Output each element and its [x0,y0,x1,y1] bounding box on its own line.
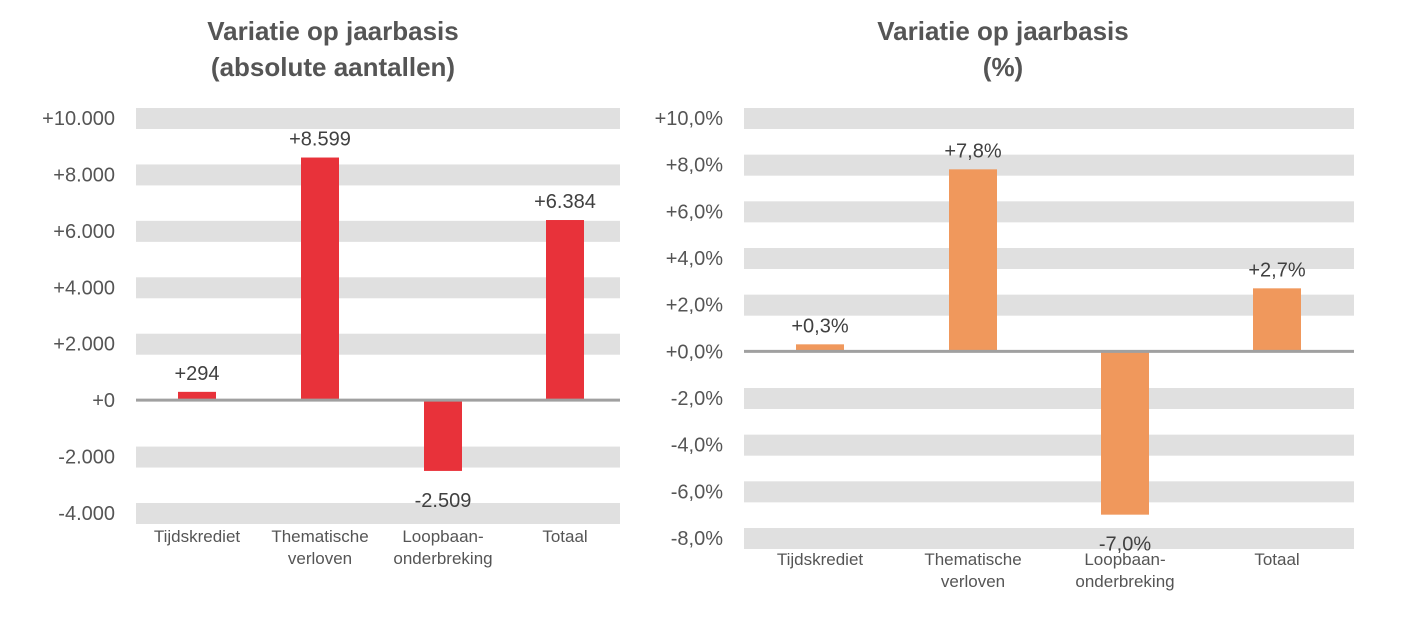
data-label: -7,0% [1099,534,1151,556]
bar [301,157,339,401]
data-label: +294 [174,363,219,385]
grid-band [744,201,1354,223]
x-tick-label: Tijdskrediet [154,527,241,546]
x-tick-label: Tijdskrediet [777,550,864,569]
grid-band [744,294,1354,316]
chart-title: (%) [983,52,1023,82]
y-tick-label: +0 [92,390,115,412]
grid-band [136,277,620,299]
y-tick-label: +4.000 [53,277,115,299]
grid-band [744,528,1354,549]
data-label: +2,7% [1248,259,1305,281]
chart-title: (absolute aantallen) [211,52,455,82]
y-tick-label: -8,0% [671,528,723,550]
bar [949,169,997,352]
y-tick-label: -4,0% [671,435,723,457]
chart-2: Variatie op jaarbasis (%) +10,0% +8,0% +6,0%… [655,16,1354,591]
y-tick-label: +8,0% [666,155,723,177]
data-label: +6.384 [534,191,596,213]
y-tick-label: +6.000 [53,221,115,243]
y-tick-label: -4.000 [58,503,115,525]
chart-title: Variatie op jaarbasis [877,16,1128,46]
x-tick-label: Thematische [271,527,368,546]
bar [796,344,844,352]
y-tick-label: +6,0% [666,201,723,223]
grid-band [744,434,1354,456]
x-tick-label: verloven [941,572,1005,591]
data-label: +0,3% [791,315,848,337]
x-tick-label: Thematische [924,550,1021,569]
x-tick-label: onderbreking [393,549,492,568]
bar [546,220,584,401]
x-tick-label: Loopbaan- [1084,550,1165,569]
y-tick-label: +10.000 [42,108,115,130]
grid-band [744,248,1354,269]
x-tick-label: Totaal [1254,550,1299,569]
grid-band [136,108,620,129]
data-label: +7,8% [944,140,1001,162]
y-tick-label: -2.000 [58,447,115,469]
y-tick-label: -6,0% [671,481,723,503]
data-label: +8.599 [289,129,351,151]
x-tick-label: verloven [288,549,352,568]
bar [178,391,216,401]
chart-title: Variatie op jaarbasis [207,16,458,46]
grid-band [744,481,1354,503]
grid-band [136,164,620,186]
y-tick-label: +4,0% [666,248,723,270]
chart-1: Variatie op jaarbasis (absolute aantallen… [42,16,620,568]
grid-band [136,333,620,355]
bar [1253,288,1301,352]
x-tick-label: Totaal [542,527,587,546]
grid-band [136,503,620,524]
y-tick-label: +0,0% [666,341,723,363]
y-tick-label: +8.000 [53,164,115,186]
bar [1101,351,1149,515]
y-tick-label: +10,0% [655,108,724,130]
grid-band [136,446,620,468]
y-tick-label: +2.000 [53,334,115,356]
y-tick-label: -2,0% [671,388,723,410]
grid-band [136,220,620,242]
x-tick-label: Loopbaan- [402,527,483,546]
data-label: -2.509 [415,490,472,512]
x-tick-label: onderbreking [1075,572,1174,591]
bar [424,400,462,471]
grid-band [744,154,1354,176]
grid-band [744,388,1354,409]
grid-band [744,108,1354,129]
y-tick-label: +2,0% [666,295,723,317]
